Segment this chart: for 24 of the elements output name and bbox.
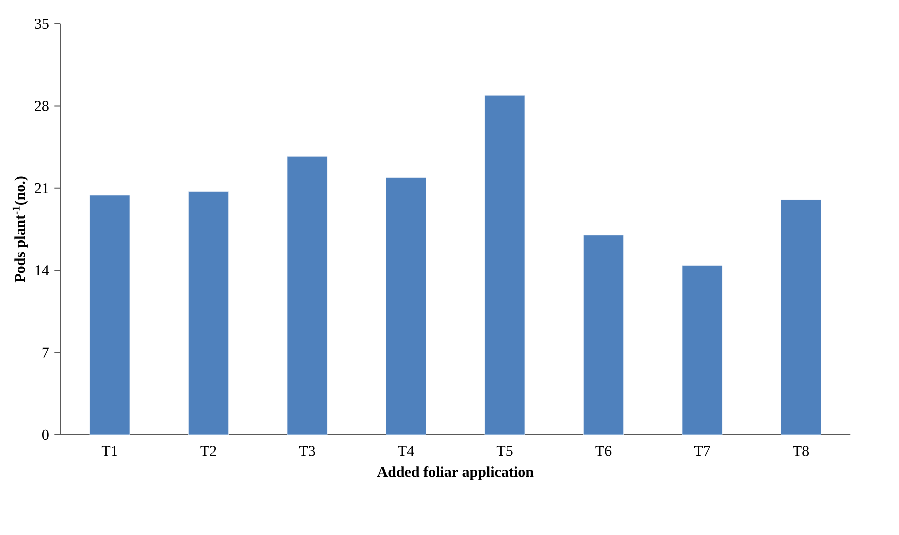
bar [188,192,229,435]
y-tick-label: 0 [42,430,49,440]
y-tick-label: 21 [35,183,49,194]
x-tick-label: T3 [299,446,316,456]
x-tick-label: T7 [694,446,710,456]
bar [584,235,624,435]
bar [781,200,822,435]
x-tick-label: T2 [200,446,216,456]
x-tick-label: T1 [102,446,118,456]
y-tick-label: 7 [42,348,49,358]
bar [386,178,426,435]
x-tick-label: T4 [398,446,414,456]
y-tick-label: 14 [36,266,50,276]
y-tick-label: 28 [35,101,49,112]
x-tick-label: T6 [596,446,612,456]
y-axis-title: Pods plant$^{-1}$(no.) [12,176,28,283]
x-tick-label: T5 [496,446,513,456]
bar [287,156,328,435]
x-axis-title: Added foliar application [377,466,534,480]
y-tick-label: 35 [35,18,49,30]
bar [682,266,723,435]
bar [484,95,526,435]
x-tick-label: T8 [793,446,810,456]
bar [90,195,130,435]
